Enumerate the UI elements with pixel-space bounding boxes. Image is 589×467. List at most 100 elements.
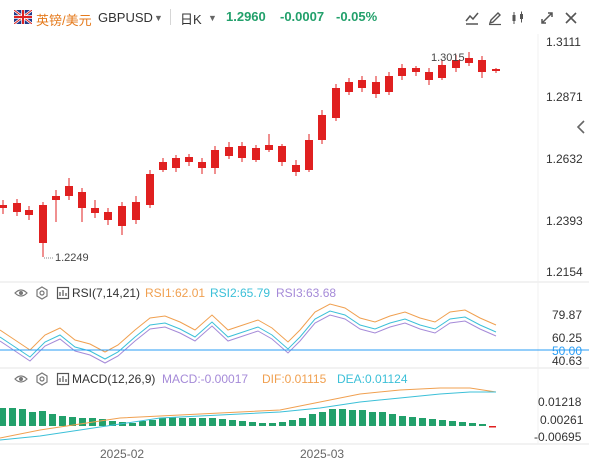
macd-bar — [289, 420, 296, 426]
candle-body — [39, 205, 47, 243]
chevron-down-icon[interactable]: ▼ — [208, 13, 217, 23]
macd-bar — [99, 419, 106, 426]
compare-button[interactable] — [461, 8, 483, 28]
macd-bar — [359, 410, 366, 426]
rsi2-line — [0, 310, 497, 360]
macd-bar — [469, 423, 476, 426]
close-button[interactable] — [560, 8, 582, 28]
indicator-toggle-icon[interactable] — [56, 286, 70, 300]
macd-bar — [259, 423, 266, 426]
candle-body — [358, 80, 366, 88]
macd-bar — [279, 422, 286, 426]
candle-body — [225, 147, 233, 156]
fullscreen-icon — [541, 12, 553, 24]
rsi-axis-label: 79.87 — [552, 308, 583, 322]
symbol-selector[interactable]: GBPUSD — [98, 10, 153, 25]
macd-title[interactable]: MACD(12,26,9) — [72, 372, 156, 386]
indicator-toggle-icon[interactable] — [56, 372, 70, 386]
candle-body — [305, 140, 313, 170]
macd-bar — [19, 409, 26, 426]
symbol-name[interactable]: 英镑/美元 — [36, 13, 92, 28]
candle-body — [172, 158, 180, 168]
macd-bar — [129, 423, 136, 426]
candle-body — [0, 205, 7, 208]
candle-body — [412, 68, 420, 72]
dea-value: DEA:0.01124 — [337, 372, 408, 386]
macd-bar — [349, 410, 356, 426]
rsi3-line — [0, 314, 497, 364]
dif-value: DIF:0.01115 — [262, 372, 327, 386]
draw-button[interactable] — [484, 8, 506, 28]
macd-bar — [389, 414, 396, 426]
candle-body — [25, 210, 33, 215]
candle-body — [292, 165, 300, 172]
price-change-percent: -0.05% — [336, 9, 378, 24]
settings-icon[interactable] — [35, 286, 49, 300]
macd-bar — [169, 417, 176, 426]
macd-bar — [139, 421, 146, 426]
candle-body — [198, 162, 206, 168]
macd-bar — [299, 418, 306, 426]
macd-bar — [429, 419, 436, 426]
candle-body — [385, 76, 393, 92]
macd-bar — [109, 421, 116, 426]
indicator-button[interactable] — [507, 8, 529, 28]
macd-bar — [399, 416, 406, 426]
macd-value: MACD:-0.00017 — [162, 372, 249, 386]
time-axis-label: 2025-03 — [300, 447, 345, 461]
macd-bar — [479, 424, 486, 426]
settings-icon[interactable] — [35, 372, 49, 386]
macd-bar — [439, 420, 446, 426]
price-axis-label: 1.2154 — [546, 265, 583, 279]
macd-bar — [199, 418, 206, 426]
eye-icon[interactable] — [14, 286, 28, 300]
macd-bar — [339, 409, 346, 426]
flag-uk-us-icon — [14, 10, 32, 24]
period-selector[interactable]: 日K — [180, 12, 202, 27]
macd-bar — [379, 412, 386, 426]
macd-bar — [189, 418, 196, 426]
dea-line — [0, 391, 496, 441]
macd-bar — [329, 409, 336, 426]
macd-bar — [269, 423, 276, 426]
rsi-axis-label: 50.00 — [552, 344, 583, 358]
price-axis-label: 1.2871 — [546, 90, 583, 104]
candle-body — [478, 60, 486, 72]
rsi1-line — [0, 303, 497, 353]
macd-bar — [49, 414, 56, 426]
time-axis-label: 2025-02 — [100, 447, 145, 461]
macd-bar — [0, 408, 6, 426]
candle-body — [345, 82, 353, 92]
macd-bar — [409, 417, 416, 426]
macd-bar — [39, 411, 46, 426]
macd-bar — [489, 426, 496, 428]
candle-body — [278, 146, 286, 162]
candle-body — [465, 58, 473, 63]
rsi-title[interactable]: RSI(7,14,21) — [72, 286, 141, 300]
compare-icon — [465, 12, 479, 25]
collapse-arrow-icon[interactable] — [572, 111, 589, 143]
macd-bar — [179, 418, 186, 426]
price-axis-label: 1.2632 — [546, 152, 583, 166]
candle-body — [438, 65, 446, 78]
macd-bar — [59, 416, 66, 426]
macd-bar — [419, 418, 426, 426]
candle-body — [265, 145, 273, 150]
price-axis-label: 1.3111 — [546, 35, 581, 49]
eye-icon[interactable] — [14, 372, 28, 386]
macd-axis-label: 0.01218 — [538, 395, 582, 409]
candle-body — [185, 157, 193, 162]
candle-body — [91, 208, 99, 213]
macd-axis-label: -0.00695 — [534, 430, 582, 444]
fullscreen-button[interactable] — [536, 8, 558, 28]
candle-body — [211, 150, 219, 168]
candle-body — [146, 174, 154, 205]
macd-bar — [229, 420, 236, 426]
chevron-down-icon[interactable]: ▼ — [154, 13, 163, 23]
high-price-annotation: 1.3015 — [431, 52, 465, 64]
candle-body — [398, 68, 406, 76]
last-price: 1.2960 — [226, 9, 266, 24]
macd-bar — [459, 422, 466, 426]
macd-bar — [79, 418, 86, 426]
